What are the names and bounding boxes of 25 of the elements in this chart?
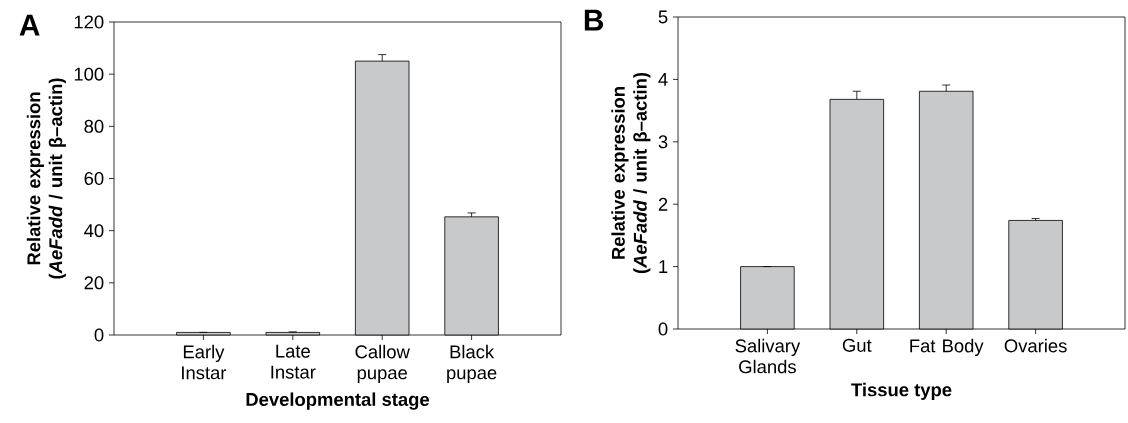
text: B — [584, 9, 604, 31]
y-tick-label: 1 — [659, 260, 668, 273]
x-tick-label: Callow pupae — [355, 344, 410, 383]
y-tick-label: 60 — [84, 171, 104, 186]
x-tick-label: Late Instar — [271, 344, 316, 379]
y-tick-label: 0 — [658, 322, 668, 336]
x-tick-label: Ovaries — [1004, 338, 1067, 353]
x-tick-label: Black pupae — [447, 344, 497, 383]
y-tick-label: 40 — [84, 224, 104, 238]
y-tick-label: 100 — [74, 67, 104, 81]
x-tick-label: Gut — [842, 338, 872, 352]
y-tick-label: 120 — [74, 15, 104, 29]
y-tick-label: 3 — [658, 135, 668, 149]
x-tick-label: Salivary Glands — [735, 338, 801, 374]
y-tick-label: 4 — [658, 73, 668, 86]
x-tick-label: Fat Body — [910, 338, 984, 357]
y-tick-label: 5 — [658, 10, 668, 24]
y-tick-label: 80 — [84, 119, 104, 133]
x-tick-label: Early Instar — [182, 344, 227, 380]
text: A — [19, 14, 40, 36]
y-tick-label: 20 — [84, 276, 104, 290]
y-tick-label: 0 — [94, 328, 104, 342]
x-axis-title: Developmental stage — [246, 392, 430, 410]
x-axis-title: Tissue type — [851, 382, 952, 400]
y-tick-label: 2 — [658, 197, 668, 211]
